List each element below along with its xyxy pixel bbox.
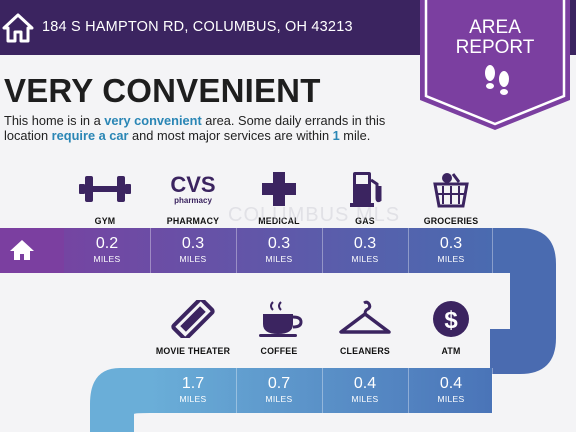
distance-value: 0.3 <box>353 235 377 252</box>
mls-watermark: COLUMBUS MLS <box>228 204 401 226</box>
cvs-pharmacy-logo: CVS pharmacy <box>170 172 215 205</box>
band-divider <box>408 228 409 273</box>
desc-text-1: This home is in a <box>4 113 105 128</box>
service-pharmacy: CVS pharmacy PHARMACY <box>150 170 236 226</box>
desc-highlight-3: 1 <box>332 128 340 143</box>
service-label: MOVIE THEATER <box>155 346 231 356</box>
service-coffee: COFFEE <box>236 300 322 356</box>
distance-unit: MILES <box>437 254 465 264</box>
distance-value: 0.4 <box>353 375 377 392</box>
badge-title: AREA REPORT <box>420 18 570 58</box>
dumbbell-icon <box>79 176 131 202</box>
cvs-logo-subtext: pharmacy <box>174 196 212 205</box>
distance-unit: MILES <box>265 394 293 404</box>
distance-pharmacy: 0.3 MILES <box>150 228 236 273</box>
distance-coffee: 0.7 MILES <box>236 368 322 413</box>
cvs-logo-text: CVS <box>170 172 215 197</box>
band-divider <box>322 368 323 413</box>
property-address: 184 S HAMPTON RD, COLUMBUS, OH 43213 <box>42 19 353 35</box>
movie-ticket-icon <box>171 300 215 338</box>
band-divider <box>236 368 237 413</box>
distance-gym: 0.2 MILES <box>64 228 150 273</box>
distance-value: 0.4 <box>439 375 463 392</box>
badge-line-1: AREA <box>469 17 521 38</box>
desc-text-3: and most major services are within <box>128 128 333 143</box>
distance-unit: MILES <box>93 254 121 264</box>
row2-band <box>150 368 492 413</box>
service-gym: GYM <box>62 170 148 226</box>
distance-cleaners: 0.4 MILES <box>322 368 408 413</box>
distance-unit: MILES <box>351 394 379 404</box>
convenience-description: This home is in a very convenient area. … <box>4 113 424 143</box>
gas-pump-icon <box>350 172 382 207</box>
service-label: COFFEE <box>260 346 298 356</box>
distance-unit: MILES <box>351 254 379 264</box>
distance-value: 1.7 <box>181 375 205 392</box>
band-divider <box>150 228 151 273</box>
home-marker <box>0 228 64 273</box>
service-label: CLEANERS <box>340 346 390 356</box>
distance-value: 0.2 <box>95 235 119 252</box>
distance-groceries: 0.3 MILES <box>408 228 494 273</box>
service-label: GAS <box>355 216 375 226</box>
distance-unit: MILES <box>265 254 293 264</box>
service-cleaners: CLEANERS <box>322 300 408 356</box>
home-icon[interactable] <box>2 12 34 44</box>
distance-value: 0.3 <box>439 235 463 252</box>
service-groceries: GROCERIES <box>408 170 494 226</box>
convenience-rating-headline: VERY CONVENIENT <box>4 72 321 109</box>
band-divider <box>322 228 323 273</box>
service-label: PHARMACY <box>166 216 220 226</box>
service-label: GROCERIES <box>423 216 479 226</box>
distance-unit: MILES <box>437 394 465 404</box>
medical-cross-icon <box>262 172 296 206</box>
footprints-icon <box>485 65 509 95</box>
service-label: ATM <box>441 346 461 356</box>
area-report-badge <box>420 0 570 130</box>
distance-track <box>0 228 556 432</box>
coffee-cup-icon <box>259 301 303 337</box>
badge-line-2: REPORT <box>455 37 535 58</box>
distance-value: 0.7 <box>267 375 291 392</box>
distance-unit: MILES <box>179 394 207 404</box>
service-medical: MEDICAL <box>236 170 322 226</box>
row1-band <box>0 228 492 273</box>
distance-unit: MILES <box>179 254 207 264</box>
service-gas: GAS <box>322 170 408 226</box>
distance-medical: 0.3 MILES <box>236 228 322 273</box>
band-divider <box>492 228 493 273</box>
desc-text-2: area. Some daily errands in this locatio… <box>4 113 386 143</box>
home-marker-icon <box>10 240 34 260</box>
distance-value: 0.3 <box>181 235 205 252</box>
hanger-icon <box>339 300 391 334</box>
band-divider <box>408 368 409 413</box>
desc-text-4: mile. <box>339 128 371 143</box>
distance-value: 0.3 <box>267 235 291 252</box>
service-movie-theater: MOVIE THEATER <box>150 300 236 356</box>
service-label: GYM <box>94 216 116 226</box>
distance-movie-theater: 1.7 MILES <box>150 368 236 413</box>
grocery-basket-icon <box>433 173 469 208</box>
service-label: MEDICAL <box>258 216 300 226</box>
distance-atm: 0.4 MILES <box>408 368 494 413</box>
desc-highlight-2: require a car <box>51 128 129 143</box>
svg-text:$: $ <box>444 307 458 334</box>
dollar-coin-icon: $ <box>433 301 469 337</box>
band-divider <box>236 228 237 273</box>
desc-highlight-1: very convenient <box>104 113 202 128</box>
service-atm: $ ATM <box>408 300 494 356</box>
distance-gas: 0.3 MILES <box>322 228 408 273</box>
band-divider <box>492 368 493 413</box>
